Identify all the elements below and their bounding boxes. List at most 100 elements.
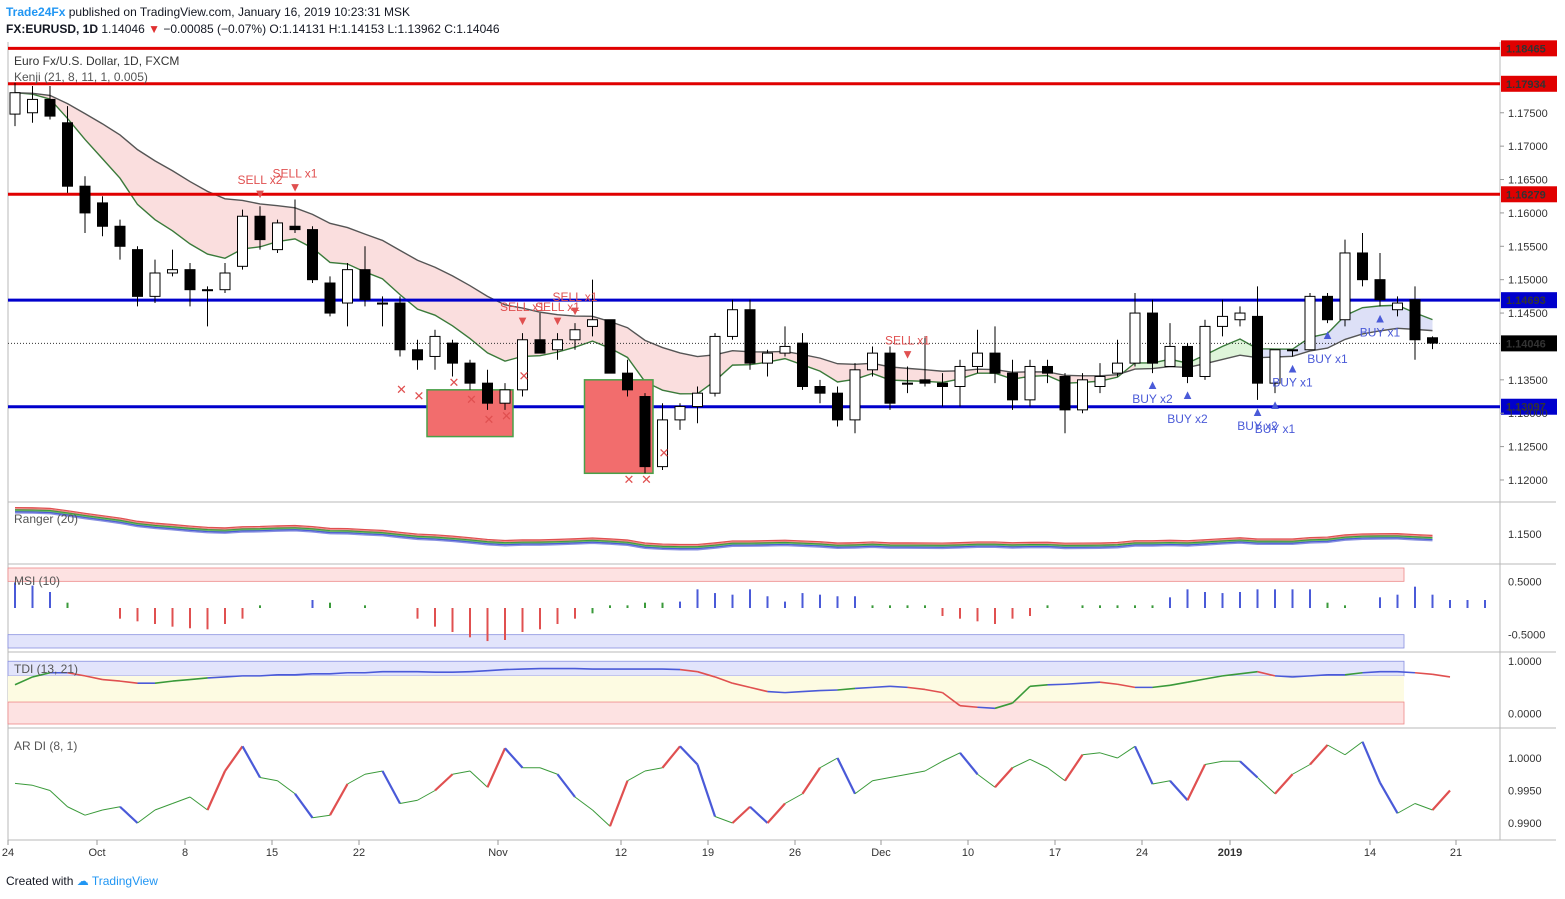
tdi-line-segment — [1414, 671, 1433, 676]
indicator-series — [7, 506, 1486, 827]
tdi-line-segment — [1152, 684, 1171, 689]
tdi-line-segment — [994, 702, 1013, 710]
cloud-segment — [347, 227, 365, 272]
cloud-segment — [102, 123, 120, 179]
cloud-segment — [365, 234, 383, 279]
y-tick-label: 1.12000 — [1508, 475, 1548, 487]
tdi-line-segment — [1204, 675, 1223, 680]
stop-x-icon: ✕ — [449, 375, 460, 390]
y-tick-label: 1.15500 — [1508, 241, 1548, 253]
tdi-line-segment — [119, 680, 138, 684]
buy-signal-label: BUY x1 — [1255, 422, 1296, 436]
candle-body — [377, 302, 388, 305]
ardi-line-segment — [574, 796, 593, 811]
tdi-line-segment — [924, 688, 943, 694]
level-price-tag — [1501, 398, 1557, 415]
tradingview-link[interactable]: TradingView — [91, 874, 158, 888]
footer: Created with ☁ TradingView — [6, 874, 158, 888]
candle-body — [1182, 345, 1193, 377]
tdi-line-segment — [977, 706, 996, 710]
candle-body — [779, 345, 791, 354]
level-price-tag — [1501, 186, 1557, 203]
ardi-line-segment — [14, 782, 33, 786]
candle-body — [1094, 375, 1106, 387]
y-tick-label: 1.14500 — [1508, 308, 1548, 320]
pane-titles: Euro Fx/U.S. Dollar, 1D, FXCM Kenji (21, … — [14, 54, 179, 753]
cloud-segment — [382, 240, 400, 295]
ardi-line-segment — [347, 773, 366, 785]
ardi-line-segment — [924, 760, 943, 772]
x-tick-label: 2019 — [1218, 847, 1242, 859]
tdi-line-segment — [1432, 673, 1451, 678]
tdi-line-segment — [84, 675, 103, 681]
tdi-line-segment — [487, 668, 506, 672]
ardi-line-segment — [1186, 764, 1206, 801]
sell-arrow-icon: ▼ — [516, 313, 529, 328]
ardi-line-segment — [556, 773, 576, 798]
candle-body — [1077, 379, 1088, 411]
tdi-line-segment — [417, 670, 436, 674]
ardi-line-segment — [1239, 760, 1259, 779]
stop-x-icon: ✕ — [484, 412, 495, 427]
sell-signal-label: SELL x2 — [238, 173, 283, 187]
ardi-line-segment — [1117, 745, 1136, 759]
ardi-line-segment — [942, 752, 961, 762]
cloud-segment — [1135, 362, 1153, 370]
candle-body — [534, 339, 546, 354]
candle-body — [254, 215, 266, 241]
x-tick-label: 17 — [1049, 847, 1061, 859]
ardi-line-segment — [819, 757, 838, 769]
candle-body — [482, 382, 493, 404]
tdi-line-segment — [102, 678, 121, 682]
tdi-line-segment — [172, 678, 191, 682]
tdi-line-segment — [679, 668, 698, 673]
ardi-line-segment — [277, 780, 296, 795]
cloud-segment — [1327, 315, 1345, 349]
tdi-line-segment — [154, 680, 173, 684]
ranger-line-2 — [14, 509, 1433, 548]
tdi-mid-band — [8, 675, 1404, 703]
publisher-link[interactable]: Trade24Fx — [6, 5, 66, 19]
ardi-line-segment — [486, 747, 507, 788]
y-tick-label: -0.5000 — [1508, 630, 1545, 642]
ardi-line-segment — [1309, 744, 1329, 766]
ardi-line-segment — [1431, 789, 1451, 811]
msi-upper-band — [7, 567, 1405, 582]
candle-body — [499, 389, 511, 404]
candle-body — [79, 185, 91, 214]
ardi-line-segment — [294, 793, 314, 819]
publish-line: Trade24Fx published on TradingView.com, … — [6, 5, 410, 19]
ardi-line-segment — [1099, 752, 1118, 759]
y-tick-label: 0.5000 — [1508, 576, 1542, 588]
ranger-line-5 — [14, 512, 1433, 551]
sell-arrow-icon: ▼ — [254, 186, 267, 201]
tdi-line-segment — [1099, 681, 1118, 686]
ardi-line-segment — [137, 809, 156, 824]
tdi-line-segment — [1292, 675, 1311, 678]
ardi-line-segment — [1414, 803, 1433, 811]
ardi-line-segment — [749, 805, 769, 824]
tdi-line-segment — [1169, 681, 1188, 687]
level-price-tag — [1501, 75, 1557, 92]
ardi-line-segment — [364, 770, 383, 775]
candle-body — [1339, 252, 1351, 321]
cloud-segment — [155, 160, 173, 231]
sell-signal-label: SELL x1 — [500, 300, 545, 314]
candle-body — [1322, 295, 1333, 321]
level-price-label: 1.17934 — [1506, 79, 1547, 91]
tdi-line-segment — [697, 670, 716, 678]
last-price-tag — [1501, 335, 1557, 352]
ardi-line-segment — [714, 816, 733, 824]
ardi-line-segment — [67, 806, 86, 816]
candle-body — [587, 319, 598, 327]
y-tick-label: 1.16500 — [1508, 175, 1548, 187]
ardi-line-segment — [627, 770, 646, 782]
buy-signal-label: BUY x2 — [1132, 392, 1173, 406]
stop-x-icon: ✕ — [519, 368, 530, 383]
buy-arrow-icon: ▲ — [1181, 387, 1194, 402]
tdi-line-segment — [67, 671, 86, 677]
candle-body — [1392, 302, 1403, 311]
ardi-line-segment — [172, 796, 191, 804]
created-with-label: Created with — [6, 874, 74, 888]
